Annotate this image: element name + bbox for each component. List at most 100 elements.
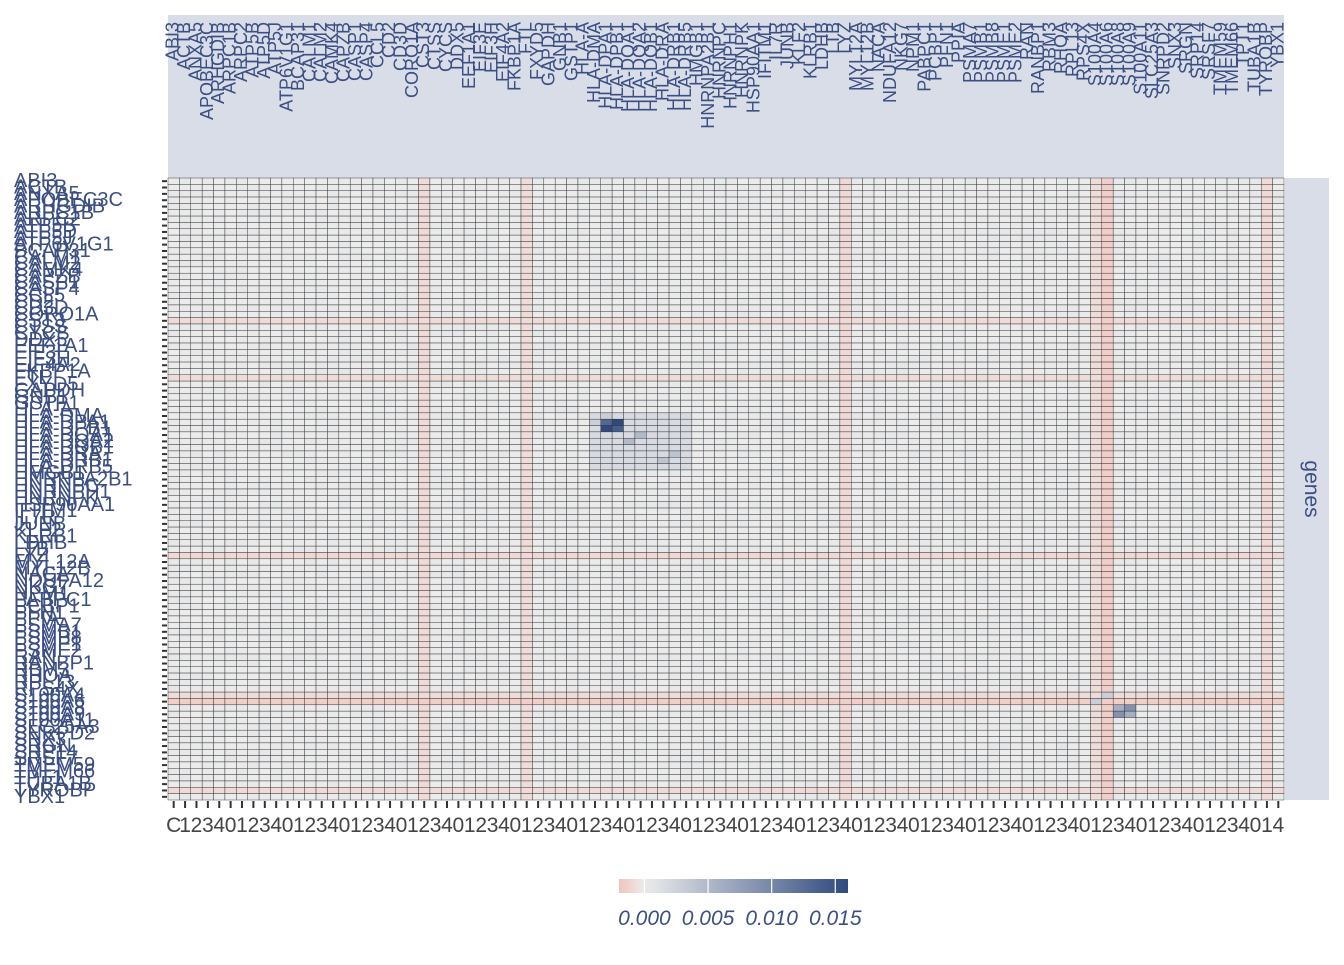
top-strip-gene-label: JUNB — [778, 22, 798, 69]
heatmap-cell — [1033, 399, 1046, 407]
heatmap-cell — [1181, 476, 1194, 483]
heatmap-cell — [873, 260, 886, 268]
heatmap-cell — [1249, 374, 1262, 382]
heatmap-cell — [873, 431, 886, 439]
heatmap-cell — [1135, 457, 1148, 464]
heatmap-cell — [999, 330, 1011, 337]
heatmap-cell — [1021, 457, 1034, 464]
heatmap-cell — [406, 361, 419, 369]
heatmap-cell — [270, 444, 283, 452]
heatmap-cell — [782, 387, 795, 395]
heatmap-cell — [475, 266, 488, 274]
heatmap-cell — [486, 298, 499, 306]
heatmap-cell — [748, 272, 761, 280]
heatmap-cell — [213, 279, 226, 287]
heatmap-cell — [862, 444, 875, 452]
heatmap-cell — [919, 285, 932, 293]
heatmap-cell — [657, 260, 670, 268]
heatmap-cell — [589, 488, 601, 496]
heatmap-cell — [851, 380, 863, 388]
heatmap-cell — [771, 374, 784, 382]
heatmap-cell — [224, 228, 237, 236]
heatmap-cell — [179, 196, 192, 204]
heatmap-cell — [270, 279, 283, 287]
heatmap-cell — [725, 196, 738, 204]
heatmap-cell — [987, 234, 1000, 242]
heatmap-cell — [315, 323, 328, 331]
heatmap-cell — [498, 406, 510, 414]
heatmap-cell — [771, 355, 784, 363]
heatmap-cell — [1101, 317, 1114, 325]
heatmap-cell — [668, 336, 681, 344]
heatmap-cell — [384, 184, 396, 191]
heatmap-cell — [873, 361, 886, 369]
top-strip-gene-label: EEF1A1 — [459, 22, 479, 89]
heatmap-cell — [1249, 285, 1262, 293]
heatmap-cell — [942, 323, 954, 331]
heatmap-cell — [281, 190, 294, 198]
heatmap-cell — [1192, 406, 1205, 414]
top-strip-gene-label: GNB1 — [550, 22, 570, 71]
heatmap-cell — [611, 399, 624, 407]
heatmap-cell — [1147, 393, 1159, 401]
heatmap-cell — [680, 463, 693, 471]
heatmap-cell — [680, 425, 693, 433]
heatmap-cell — [634, 418, 647, 426]
heatmap-cell — [179, 222, 192, 230]
heatmap-cell — [384, 355, 396, 363]
heatmap-cell — [1044, 482, 1057, 490]
heatmap-cell — [851, 457, 863, 464]
heatmap-cell — [885, 272, 898, 280]
heatmap-cell — [1215, 323, 1228, 331]
heatmap-cell — [816, 177, 829, 185]
heatmap-cell — [634, 285, 647, 293]
heatmap-cell — [372, 361, 385, 369]
heatmap-cell — [634, 437, 647, 445]
heatmap-cell — [907, 260, 920, 268]
heatmap-cell — [1260, 241, 1273, 249]
heatmap-cell — [1147, 215, 1159, 223]
heatmap-cell — [315, 463, 328, 471]
heatmap-cell — [463, 266, 476, 274]
heatmap-cell — [498, 279, 510, 287]
heatmap-cell — [816, 234, 829, 242]
heatmap-cell — [657, 298, 670, 306]
heatmap-cell — [680, 361, 693, 369]
heatmap-cell — [1124, 298, 1137, 306]
heatmap-cell — [828, 228, 841, 236]
heatmap-cell — [349, 349, 362, 356]
heatmap-cell — [1226, 298, 1239, 306]
heatmap-cell — [589, 412, 601, 420]
heatmap-cell — [463, 317, 476, 325]
heatmap-cell — [258, 241, 271, 249]
heatmap-cell — [1226, 412, 1239, 420]
heatmap-cell — [224, 387, 237, 395]
heatmap-cell — [1238, 425, 1251, 433]
heatmap-cell — [896, 177, 909, 185]
heatmap-cell — [281, 311, 294, 318]
heatmap-cell — [885, 234, 898, 242]
heatmap-cell — [406, 476, 419, 483]
heatmap-cell — [429, 488, 442, 496]
heatmap-cell — [247, 323, 260, 331]
heatmap-cell — [930, 412, 943, 420]
heatmap-cell — [498, 317, 510, 325]
heatmap-cell — [236, 387, 248, 395]
heatmap-cell — [828, 298, 841, 306]
heatmap-cell — [953, 412, 966, 420]
heatmap-cell — [725, 190, 738, 198]
heatmap-cell — [247, 425, 260, 433]
heatmap-cell — [942, 457, 954, 464]
heatmap-cell — [395, 457, 408, 464]
top-strip-gene-label: KLF2 — [789, 22, 809, 65]
heatmap-cell — [327, 298, 340, 306]
heatmap-cell — [839, 380, 852, 388]
heatmap-cell — [851, 209, 863, 217]
heatmap-cell — [999, 266, 1011, 274]
heatmap-cell — [258, 222, 271, 230]
heatmap-cell — [839, 203, 852, 210]
heatmap-cell — [349, 241, 362, 249]
heatmap-cell — [1033, 437, 1046, 445]
heatmap-cell — [1204, 476, 1216, 483]
